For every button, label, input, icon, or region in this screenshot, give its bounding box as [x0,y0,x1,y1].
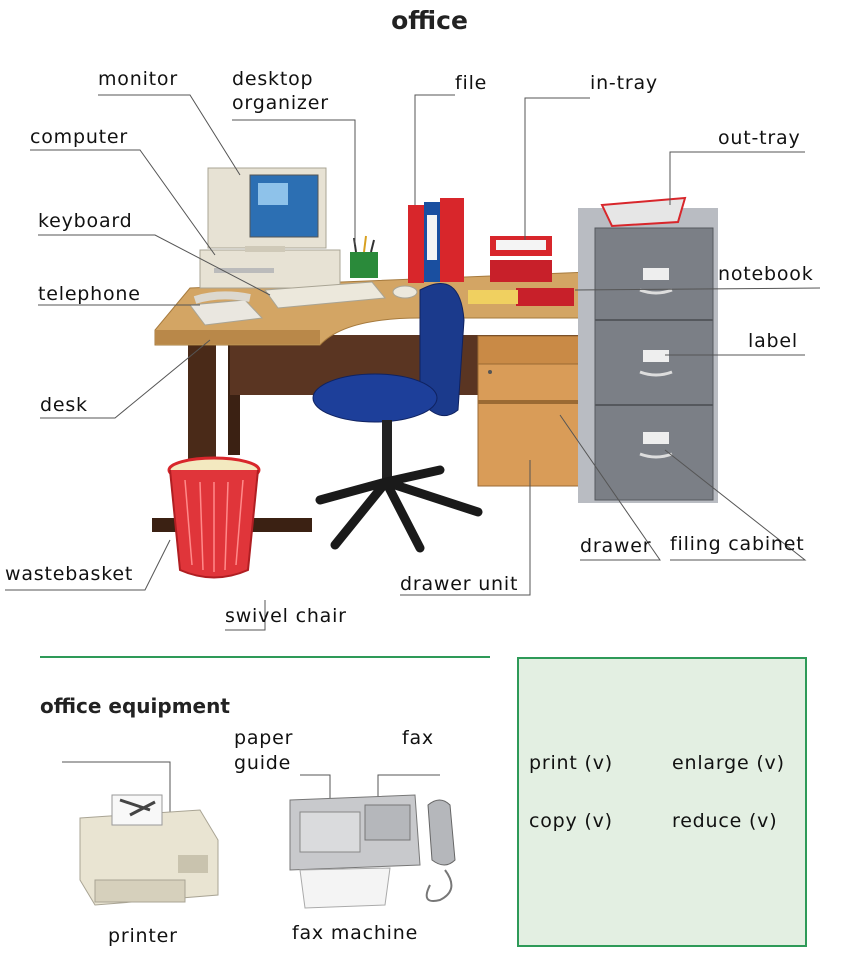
label-computer: computer [30,126,129,148]
label-file: file [455,72,488,94]
verb-enlarge: enlarge (v) [672,752,785,774]
mouse-graphic [392,285,418,299]
label-fax-machine: fax machine [292,922,419,944]
section-heading-office-equipment: office equipment [40,694,230,718]
out-tray-graphic [600,196,687,228]
label-in-tray: in-tray [590,72,658,94]
label-notebook: notebook [718,263,814,285]
file-graphic [408,198,464,283]
label-paper-guide-line1: paper [234,727,294,749]
in-tray-graphic [490,236,552,282]
computer-graphic [199,167,341,289]
swivel-chair-graphic [312,282,483,553]
verb-copy: copy (v) [529,810,613,832]
wastebasket-graphic [167,456,261,579]
notepad-graphic [468,290,518,304]
label-desk: desk [40,394,88,416]
telephone-graphic [189,291,264,326]
label-desktop-organizer-line2: organizer [232,92,329,114]
verbs-box: print (v) enlarge (v) copy (v) reduce (v… [517,657,807,947]
notebook-graphic [516,288,574,306]
printer-graphic [62,761,219,906]
fax-machine-graphic [289,774,456,909]
verb-reduce: reduce (v) [672,810,778,832]
verb-print: print (v) [529,752,613,774]
label-leaders [5,94,821,631]
label-desktop-organizer-line1: desktop [232,68,314,90]
label-label: label [748,330,798,352]
page-title: office [391,6,468,35]
label-monitor: monitor [98,68,178,90]
label-paper-guide-line2: guide [234,752,292,774]
desktop-organizer-graphic [350,235,378,278]
label-telephone: telephone [38,283,141,305]
keyboard-graphic [264,281,386,309]
label-drawer-unit: drawer unit [400,573,519,595]
label-drawer: drawer [580,535,652,557]
label-printer: printer [108,925,178,947]
label-filing-cabinet: filing cabinet [670,533,805,555]
label-out-tray: out-tray [718,127,801,149]
label-fax: fax [402,727,434,749]
label-keyboard: keyboard [38,210,133,232]
label-swivel-chair: swivel chair [225,605,347,627]
label-wastebasket: wastebasket [5,563,134,585]
